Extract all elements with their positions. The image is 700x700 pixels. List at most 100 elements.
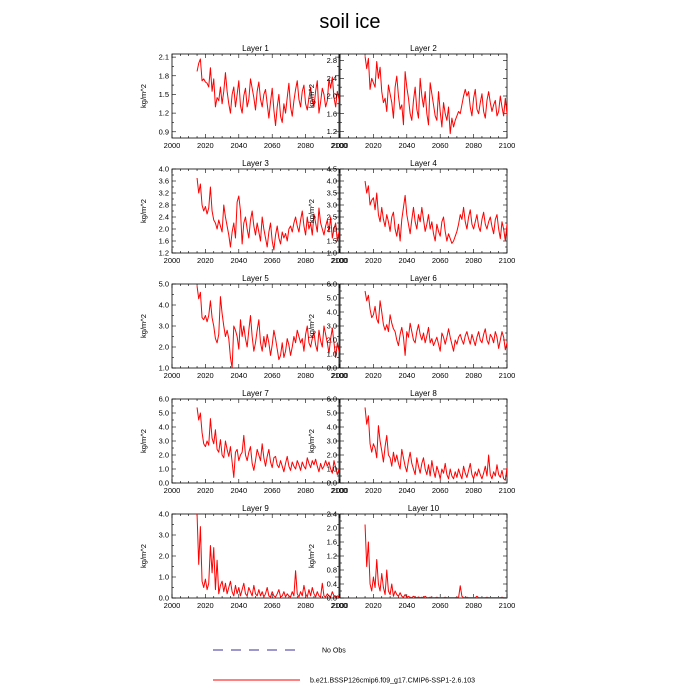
y-tick-label: 0.9: [159, 127, 169, 136]
x-tick-label: 2020: [365, 601, 382, 610]
y-tick-label: 2.0: [327, 336, 337, 345]
y-tick-label: 3.0: [159, 322, 169, 331]
y-tick-label: 4.0: [327, 423, 337, 432]
x-tick-label: 2000: [164, 486, 181, 495]
y-tick-label: 6.0: [327, 395, 337, 404]
y-tick-label: 2.0: [159, 343, 169, 352]
series-line: [196, 58, 339, 127]
x-tick-label: 2060: [432, 601, 449, 610]
plot-frame: [339, 283, 508, 369]
x-tick-label: 2100: [499, 371, 516, 380]
x-tick-label: 2100: [331, 371, 348, 380]
x-tick-label: 2080: [465, 601, 482, 610]
y-axis-label: kg/m^2: [139, 544, 148, 568]
y-tick-label: 0.0: [327, 364, 337, 373]
panel-title: Layer 4: [410, 159, 437, 168]
y-tick-label: 0.4: [327, 580, 337, 589]
x-tick-label: 2080: [297, 371, 314, 380]
x-tick-label: 2040: [230, 256, 247, 265]
y-tick-label: 3.6: [159, 177, 169, 186]
x-tick-label: 2080: [465, 486, 482, 495]
y-tick-label: 0.0: [327, 479, 337, 488]
x-tick-label: 2020: [197, 256, 214, 265]
y-tick-label: 2.0: [327, 92, 337, 101]
y-tick-label: 6.0: [159, 395, 169, 404]
x-tick-label: 2000: [332, 371, 349, 380]
x-tick-label: 2000: [332, 601, 349, 610]
y-axis-label: kg/m^2: [307, 314, 316, 338]
panel-title: Layer 5: [242, 274, 269, 283]
y-tick-label: 1.0: [159, 364, 169, 373]
series-line: [364, 56, 507, 135]
y-tick-label: 4.5: [327, 165, 337, 174]
panel-layer-5: Layer 5 2000 2020 2040 2060 2080 2100 1.0 2.0 3.0…: [139, 274, 347, 380]
series-line: [364, 524, 507, 598]
y-tick-label: 2.5: [327, 213, 337, 222]
y-axis-label: kg/m^2: [307, 429, 316, 453]
legend: No Obs b.e21.BSSP126cmip6.f09_g17.CMIP6-…: [213, 648, 475, 685]
y-tick-label: 2.0: [327, 524, 337, 533]
x-tick-label: 2000: [164, 601, 181, 610]
y-tick-label: 1.6: [327, 109, 337, 118]
x-tick-label: 2000: [332, 486, 349, 495]
y-tick-label: 3.0: [327, 437, 337, 446]
x-tick-label: 2040: [230, 486, 247, 495]
x-tick-label: 2020: [197, 371, 214, 380]
panel-title: Layer 3: [242, 159, 269, 168]
y-axis-label: kg/m^2: [139, 199, 148, 223]
x-tick-label: 2080: [465, 141, 482, 150]
x-tick-label: 2100: [499, 256, 516, 265]
x-tick-label: 2040: [398, 256, 415, 265]
x-tick-label: 2060: [264, 486, 281, 495]
x-tick-label: 2040: [398, 601, 415, 610]
y-tick-label: 5.0: [327, 294, 337, 303]
y-tick-label: 5.0: [159, 280, 169, 289]
y-tick-label: 0.8: [327, 566, 337, 575]
x-tick-label: 2000: [164, 256, 181, 265]
x-tick-label: 2020: [365, 256, 382, 265]
x-tick-label: 2080: [297, 486, 314, 495]
x-tick-label: 2040: [230, 371, 247, 380]
y-tick-label: 0.0: [159, 594, 169, 603]
panels-container: Layer 1 2000 2020 2040 2060 2080 2100 0.9 1.2 1.5…: [139, 44, 515, 610]
series-line: [196, 514, 339, 598]
panel-title: Layer 6: [410, 274, 437, 283]
x-tick-label: 2000: [164, 371, 181, 380]
series-line: [364, 180, 507, 244]
y-tick-label: 4.0: [159, 165, 169, 174]
x-tick-label: 2020: [197, 486, 214, 495]
y-tick-label: 2.8: [159, 201, 169, 210]
x-tick-label: 2040: [398, 371, 415, 380]
y-tick-label: 2.4: [327, 510, 337, 519]
x-tick-label: 2100: [499, 601, 516, 610]
y-tick-label: 1.0: [159, 465, 169, 474]
y-tick-label: 5.0: [159, 409, 169, 418]
x-tick-label: 2040: [398, 141, 415, 150]
series-line: [196, 286, 339, 368]
legend-no-obs-label: No Obs: [322, 648, 346, 655]
x-tick-label: 2080: [465, 256, 482, 265]
y-tick-label: 3.0: [327, 201, 337, 210]
panel-title: Layer 1: [242, 44, 269, 53]
y-tick-label: 3.5: [327, 189, 337, 198]
y-tick-label: 5.0: [327, 409, 337, 418]
x-tick-label: 2000: [332, 256, 349, 265]
panel-layer-2: Layer 2 2000 2020 2040 2060 2080 2100 1.2 1.6 2.0…: [307, 44, 515, 150]
figure-title: soil ice: [319, 11, 380, 33]
y-tick-label: 2.4: [327, 74, 337, 83]
y-axis-label: kg/m^2: [139, 84, 148, 108]
x-tick-label: 2000: [332, 141, 349, 150]
y-tick-label: 6.0: [327, 280, 337, 289]
y-tick-label: 4.0: [327, 177, 337, 186]
x-tick-label: 2080: [297, 141, 314, 150]
x-tick-label: 2060: [432, 486, 449, 495]
panel-title: Layer 2: [410, 44, 437, 53]
y-tick-label: 1.0: [159, 573, 169, 582]
x-tick-label: 2060: [432, 256, 449, 265]
